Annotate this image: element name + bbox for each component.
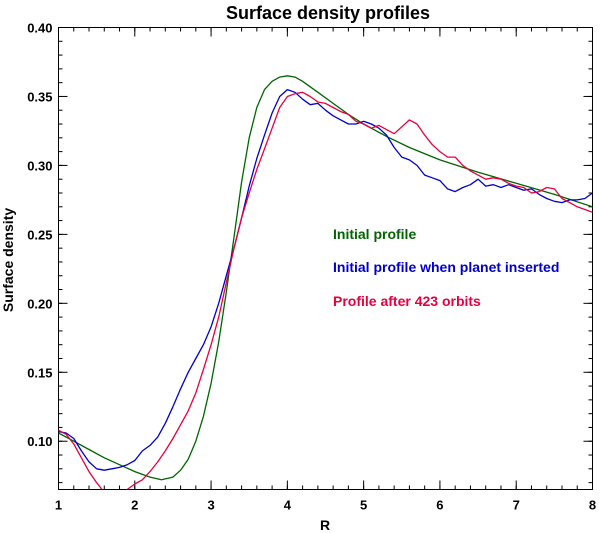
x-tick-label: 1 [55, 498, 62, 513]
y-tick-label: 0.35 [27, 89, 52, 104]
y-tick-label: 0.30 [27, 158, 52, 173]
y-tick-label: 0.10 [27, 434, 52, 449]
legend-initial-profile: Initial profile [333, 226, 416, 242]
series-layer [58, 75, 593, 490]
plot-frame [58, 27, 593, 490]
x-tick-label: 4 [284, 498, 292, 513]
y-tick-label: 0.15 [27, 365, 52, 380]
y-tick-label: 0.20 [27, 296, 52, 311]
chart-title: Surface density profiles [226, 3, 430, 23]
legend-initial-profile-planet: Initial profile when planet inserted [333, 259, 559, 275]
x-tick-label: 8 [589, 498, 596, 513]
x-tick-label: 5 [360, 498, 367, 513]
y-tick-label: 0.40 [27, 21, 52, 36]
x-axis-label: R [320, 517, 330, 533]
series-initial-profile-line [58, 75, 593, 481]
y-axis-label: Surface density [0, 208, 16, 312]
y-tick-label: 0.25 [27, 227, 52, 242]
series-initial-profile-planet-line [58, 88, 593, 471]
x-tick-label: 2 [131, 498, 138, 513]
legend-profile-after-orbits: Profile after 423 orbits [333, 293, 481, 309]
x-tick-label: 7 [513, 498, 520, 513]
series-profile-after-orbits-line [58, 91, 593, 490]
x-tick-label: 3 [207, 498, 214, 513]
axis-ticks: 1 2 3 4 5 6 7 8 0.10 0.15 0.20 0.25 0.30 0.35 0.40 [27, 21, 596, 513]
x-tick-label: 6 [436, 498, 443, 513]
